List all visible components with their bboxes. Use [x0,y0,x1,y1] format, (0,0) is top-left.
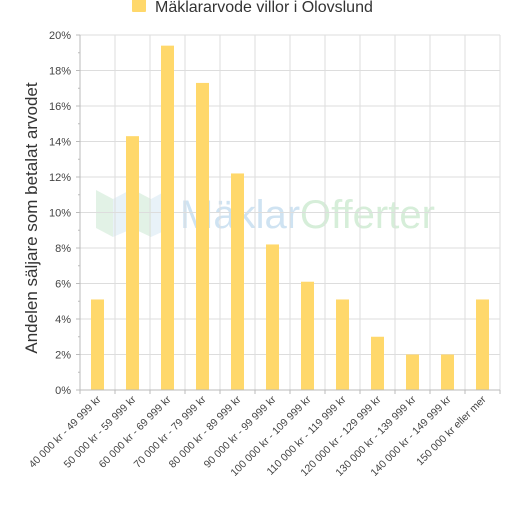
svg-text:MäklarOfferter: MäklarOfferter [180,193,435,237]
y-tick-label: 4% [55,314,71,326]
bar [91,299,104,390]
y-tick-label: 16% [49,101,71,113]
y-tick-label: 14% [49,137,71,149]
y-tick-label: 20% [49,30,71,42]
y-tick-label: 2% [55,350,71,362]
bar [406,354,419,390]
legend-label: Mäklararvode villor i Ölovslund [155,0,373,16]
y-tick-label: 6% [55,279,71,291]
bar [371,336,384,390]
y-tick-label: 0% [55,385,71,397]
gridlines [79,34,501,391]
bar [161,45,174,391]
legend-swatch [132,0,146,12]
y-tick-label: 10% [49,208,71,220]
bar [301,281,314,390]
bars [91,45,489,391]
x-tick-label: 150 000 kr eller mer [414,393,489,468]
y-axis-ticks: 0% 2% 4% 6% 8% 10% 12% 14% 16% 18% 20% [49,30,80,397]
bar [476,299,489,390]
legend: Mäklararvode villor i Ölovslund [132,0,373,16]
bar [231,173,244,390]
watermark-suffix: Offerter [300,193,435,237]
bar [266,244,279,390]
y-axis-label: Andelen säljare som betalat arvodet [22,82,41,353]
y-tick-label: 18% [49,66,71,78]
bar [196,82,209,391]
bar [336,299,349,390]
bar [126,136,139,390]
bar [441,354,454,390]
y-tick-label: 8% [55,243,71,255]
y-tick-label: 12% [49,172,71,184]
